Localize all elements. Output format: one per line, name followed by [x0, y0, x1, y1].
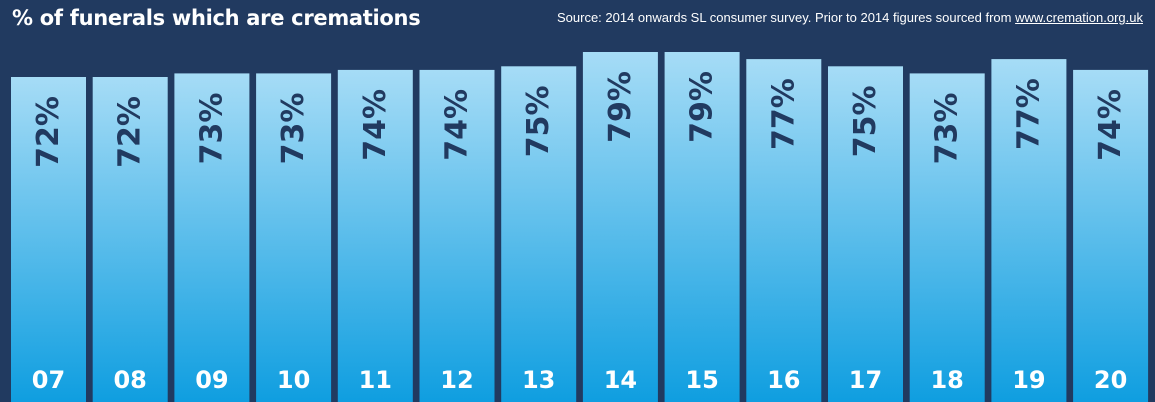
source-note: Source: 2014 onwards SL consumer survey.…: [557, 10, 1143, 25]
bar-year-label: 17: [849, 366, 882, 394]
bar-18: [909, 73, 985, 402]
bar-07: [11, 77, 86, 402]
bar-value-label: 75%: [848, 85, 883, 157]
bar-value-label: 79%: [603, 71, 638, 143]
bar-year-label: 20: [1094, 366, 1127, 394]
bar-13: [501, 66, 577, 402]
bar-year-label: 14: [604, 366, 637, 394]
bar-20: [1073, 69, 1149, 402]
bar-value-label: 75%: [521, 85, 556, 157]
bar-value-label: 72%: [113, 96, 148, 168]
bar-value-label: 74%: [440, 89, 475, 161]
bar-16: [746, 59, 822, 402]
bar-value-label: 74%: [1093, 89, 1128, 161]
bar-value-label: 77%: [1011, 78, 1046, 150]
bars-group: 72% 07 72% 08 73% 09 73% 10 74% 11 74% 12 75% 13 79% 14…: [11, 52, 1149, 402]
source-link[interactable]: www.cremation.org.uk: [1015, 10, 1143, 25]
bar-year-label: 19: [1012, 366, 1045, 394]
bar-15: [664, 52, 740, 402]
bar-year-label: 10: [277, 366, 310, 394]
bar-12: [419, 69, 495, 402]
bar-value-label: 77%: [766, 78, 801, 150]
bar-year-label: 15: [685, 366, 718, 394]
bar-value-label: 74%: [358, 89, 393, 161]
bar-value-label: 79%: [685, 71, 720, 143]
bar-year-label: 12: [440, 366, 473, 394]
bar-value-label: 72%: [31, 96, 66, 168]
source-text: Source: 2014 onwards SL consumer survey.…: [556, 10, 1016, 25]
bar-14: [582, 52, 658, 402]
bar-year-label: 13: [522, 366, 555, 394]
bar-10: [256, 73, 332, 402]
bar-value-label: 73%: [194, 92, 229, 164]
bar-year-label: 09: [195, 366, 228, 394]
bar-value-label: 73%: [276, 92, 311, 164]
bar-year-label: 11: [359, 366, 392, 394]
bar-08: [92, 77, 168, 402]
bar-year-label: 16: [767, 366, 800, 394]
bar-09: [174, 73, 250, 402]
bar-11: [337, 69, 413, 402]
bar-19: [991, 59, 1067, 402]
chart-title: % of funerals which are cremations: [12, 6, 421, 30]
bar-year-label: 08: [113, 366, 146, 394]
bar-17: [828, 66, 903, 402]
bar-value-label: 73%: [930, 92, 965, 164]
bar-year-label: 07: [32, 366, 65, 394]
bar-year-label: 18: [930, 366, 963, 394]
